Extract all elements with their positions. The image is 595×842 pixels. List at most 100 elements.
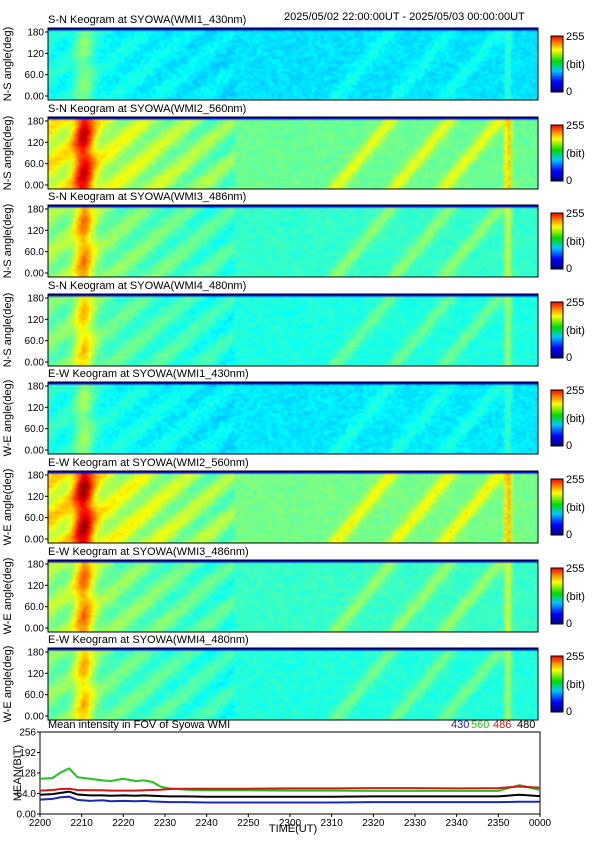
- keogram-title: E-W Keogram at SYOWA(WMI2_560nm): [48, 457, 249, 469]
- colorbar: [550, 212, 564, 270]
- keogram-panel: S-N Keogram at SYOWA(WMI2_560nm) 180 120 60…: [2, 103, 585, 192]
- y-tick-label: 180: [27, 205, 44, 216]
- mean-x-tick-label: 2320: [362, 818, 385, 829]
- colorbar-unit-label: (bit): [566, 679, 585, 691]
- y-tick-label: 120: [27, 315, 44, 326]
- colorbar-max-label: 255: [566, 563, 584, 575]
- colorbar-min-label: 0: [566, 706, 572, 718]
- mean-y-axis: 256 192 128 64.0 0.00: [17, 728, 40, 821]
- mean-series-lines: [39, 767, 541, 804]
- mean-x-tick-label: 2220: [112, 818, 135, 829]
- keogram-panels: S-N Keogram at SYOWA(WMI1_430nm) 180 120 60…: [2, 14, 585, 723]
- keogram-panel: E-W Keogram at SYOWA(WMI3_486nm) 180 120 60…: [2, 546, 585, 635]
- y-tick-label: 0.00: [25, 181, 45, 192]
- keogram-frame: [47, 647, 539, 721]
- mean-x-tick-label: 2310: [321, 818, 344, 829]
- colorbar: [550, 35, 564, 93]
- mean-x-tick-label: 2350: [487, 818, 510, 829]
- y-tick-label: 120: [27, 226, 44, 237]
- y-tick-label: 120: [27, 492, 44, 503]
- y-tick-label: 0.00: [25, 535, 45, 546]
- y-tick-label: 0.00: [25, 624, 45, 635]
- keogram-title: S-N Keogram at SYOWA(WMI1_430nm): [48, 14, 246, 26]
- y-axis-label: W-E angle(deg): [2, 646, 14, 723]
- y-tick-label: 180: [27, 560, 44, 571]
- legend-entry-560: 560: [471, 719, 489, 731]
- keogram-title: E-W Keogram at SYOWA(WMI3_486nm): [48, 546, 249, 558]
- keogram-frame: [47, 470, 539, 544]
- keogram-heatmap: [48, 205, 538, 277]
- colorbar-unit-label: (bit): [566, 502, 585, 514]
- mean-y-tick-label: 64.0: [17, 789, 37, 800]
- keogram-title: E-W Keogram at SYOWA(WMI1_430nm): [48, 368, 249, 380]
- y-tick-label: 0.00: [25, 358, 45, 369]
- y-tick-label: 60.0: [25, 424, 45, 435]
- colorbar-min-label: 0: [566, 352, 572, 364]
- y-tick-label: 60.0: [25, 513, 45, 524]
- y-tick-label: 0.00: [25, 712, 45, 723]
- y-axis-label: N-S angle(deg): [2, 27, 14, 102]
- keogram-title: S-N Keogram at SYOWA(WMI2_560nm): [48, 103, 246, 115]
- colorbar: [550, 389, 564, 447]
- y-tick-label: 0.00: [25, 269, 45, 280]
- series-line-430: [39, 795, 540, 804]
- mean-x-tick-label: 2330: [404, 818, 427, 829]
- mean-x-tick-label: 2210: [71, 818, 94, 829]
- y-tick-label: 60.0: [25, 247, 45, 258]
- mean-y-axis-label: MEAN(BIT): [12, 745, 24, 801]
- y-tick-label: 60.0: [25, 336, 45, 347]
- chart-legend: 430 560 486 480: [451, 719, 535, 731]
- y-axis-label: N-S angle(deg): [2, 293, 14, 368]
- keogram-title: E-W Keogram at SYOWA(WMI4_480nm): [48, 634, 249, 646]
- colorbar-min-label: 0: [566, 440, 572, 452]
- y-tick-label: 0.00: [25, 92, 45, 103]
- keogram-heatmap: [48, 471, 538, 543]
- keogram-heatmap: [48, 648, 538, 720]
- mean-y-tick-label: 192: [19, 748, 36, 759]
- mean-y-tick-label: 128: [19, 769, 36, 780]
- legend-entry-486: 486: [493, 719, 511, 731]
- keogram-frame: [47, 27, 539, 101]
- y-tick-label: 0.00: [25, 446, 45, 457]
- y-tick-label: 60.0: [25, 159, 45, 170]
- keogram-heatmap: [48, 294, 538, 366]
- keogram-panel: E-W Keogram at SYOWA(WMI4_480nm) 180 120 60…: [2, 634, 585, 723]
- y-tick-label: 180: [27, 382, 44, 393]
- mean-x-tick-label: 2250: [237, 818, 260, 829]
- colorbar: [550, 567, 564, 625]
- keogram-frame: [47, 116, 539, 190]
- keogram-frame: [47, 204, 539, 278]
- mean-y-tick-label: 256: [19, 728, 36, 739]
- mean-x-tick-label: 2300: [279, 818, 302, 829]
- y-tick-label: 180: [27, 471, 44, 482]
- colorbar: [550, 478, 564, 536]
- keogram-panel: S-N Keogram at SYOWA(WMI3_486nm) 180 120 60…: [2, 191, 585, 280]
- colorbar: [550, 655, 564, 713]
- colorbar-min-label: 0: [566, 529, 572, 541]
- series-line-480: [39, 790, 541, 798]
- colorbar-max-label: 255: [566, 474, 584, 486]
- colorbar-unit-label: (bit): [566, 236, 585, 248]
- y-axis-label: W-E angle(deg): [2, 558, 14, 635]
- y-tick-label: 120: [27, 49, 44, 60]
- y-tick-label: 60.0: [25, 690, 45, 701]
- colorbar-unit-label: (bit): [566, 148, 585, 160]
- mean-x-axis-label: TIME(UT): [269, 823, 317, 835]
- keogram-title: S-N Keogram at SYOWA(WMI3_486nm): [48, 191, 246, 203]
- keogram-heatmap: [48, 560, 538, 632]
- legend-entry-430: 430: [451, 719, 469, 731]
- mean-x-axis: 2200 2210 2220 2230 2240 2250 2300 2310 2320 2330…: [29, 814, 552, 829]
- y-tick-label: 120: [27, 403, 44, 414]
- y-tick-label: 180: [27, 648, 44, 659]
- colorbar-max-label: 255: [566, 651, 584, 663]
- keogram-heatmap: [48, 382, 538, 454]
- time-range-label: 2025/05/02 22:00:00UT - 2025/05/03 00:00…: [284, 11, 525, 23]
- mean-x-tick-label: 0000: [529, 818, 552, 829]
- colorbar-min-label: 0: [566, 263, 572, 275]
- mean-chart-title: Mean intensity in FOV of Syowa WMI: [48, 719, 230, 731]
- keogram-frame: [47, 559, 539, 633]
- y-tick-label: 120: [27, 581, 44, 592]
- y-tick-label: 120: [27, 138, 44, 149]
- keogram-panel: S-N Keogram at SYOWA(WMI4_480nm) 180 120 60…: [2, 280, 585, 369]
